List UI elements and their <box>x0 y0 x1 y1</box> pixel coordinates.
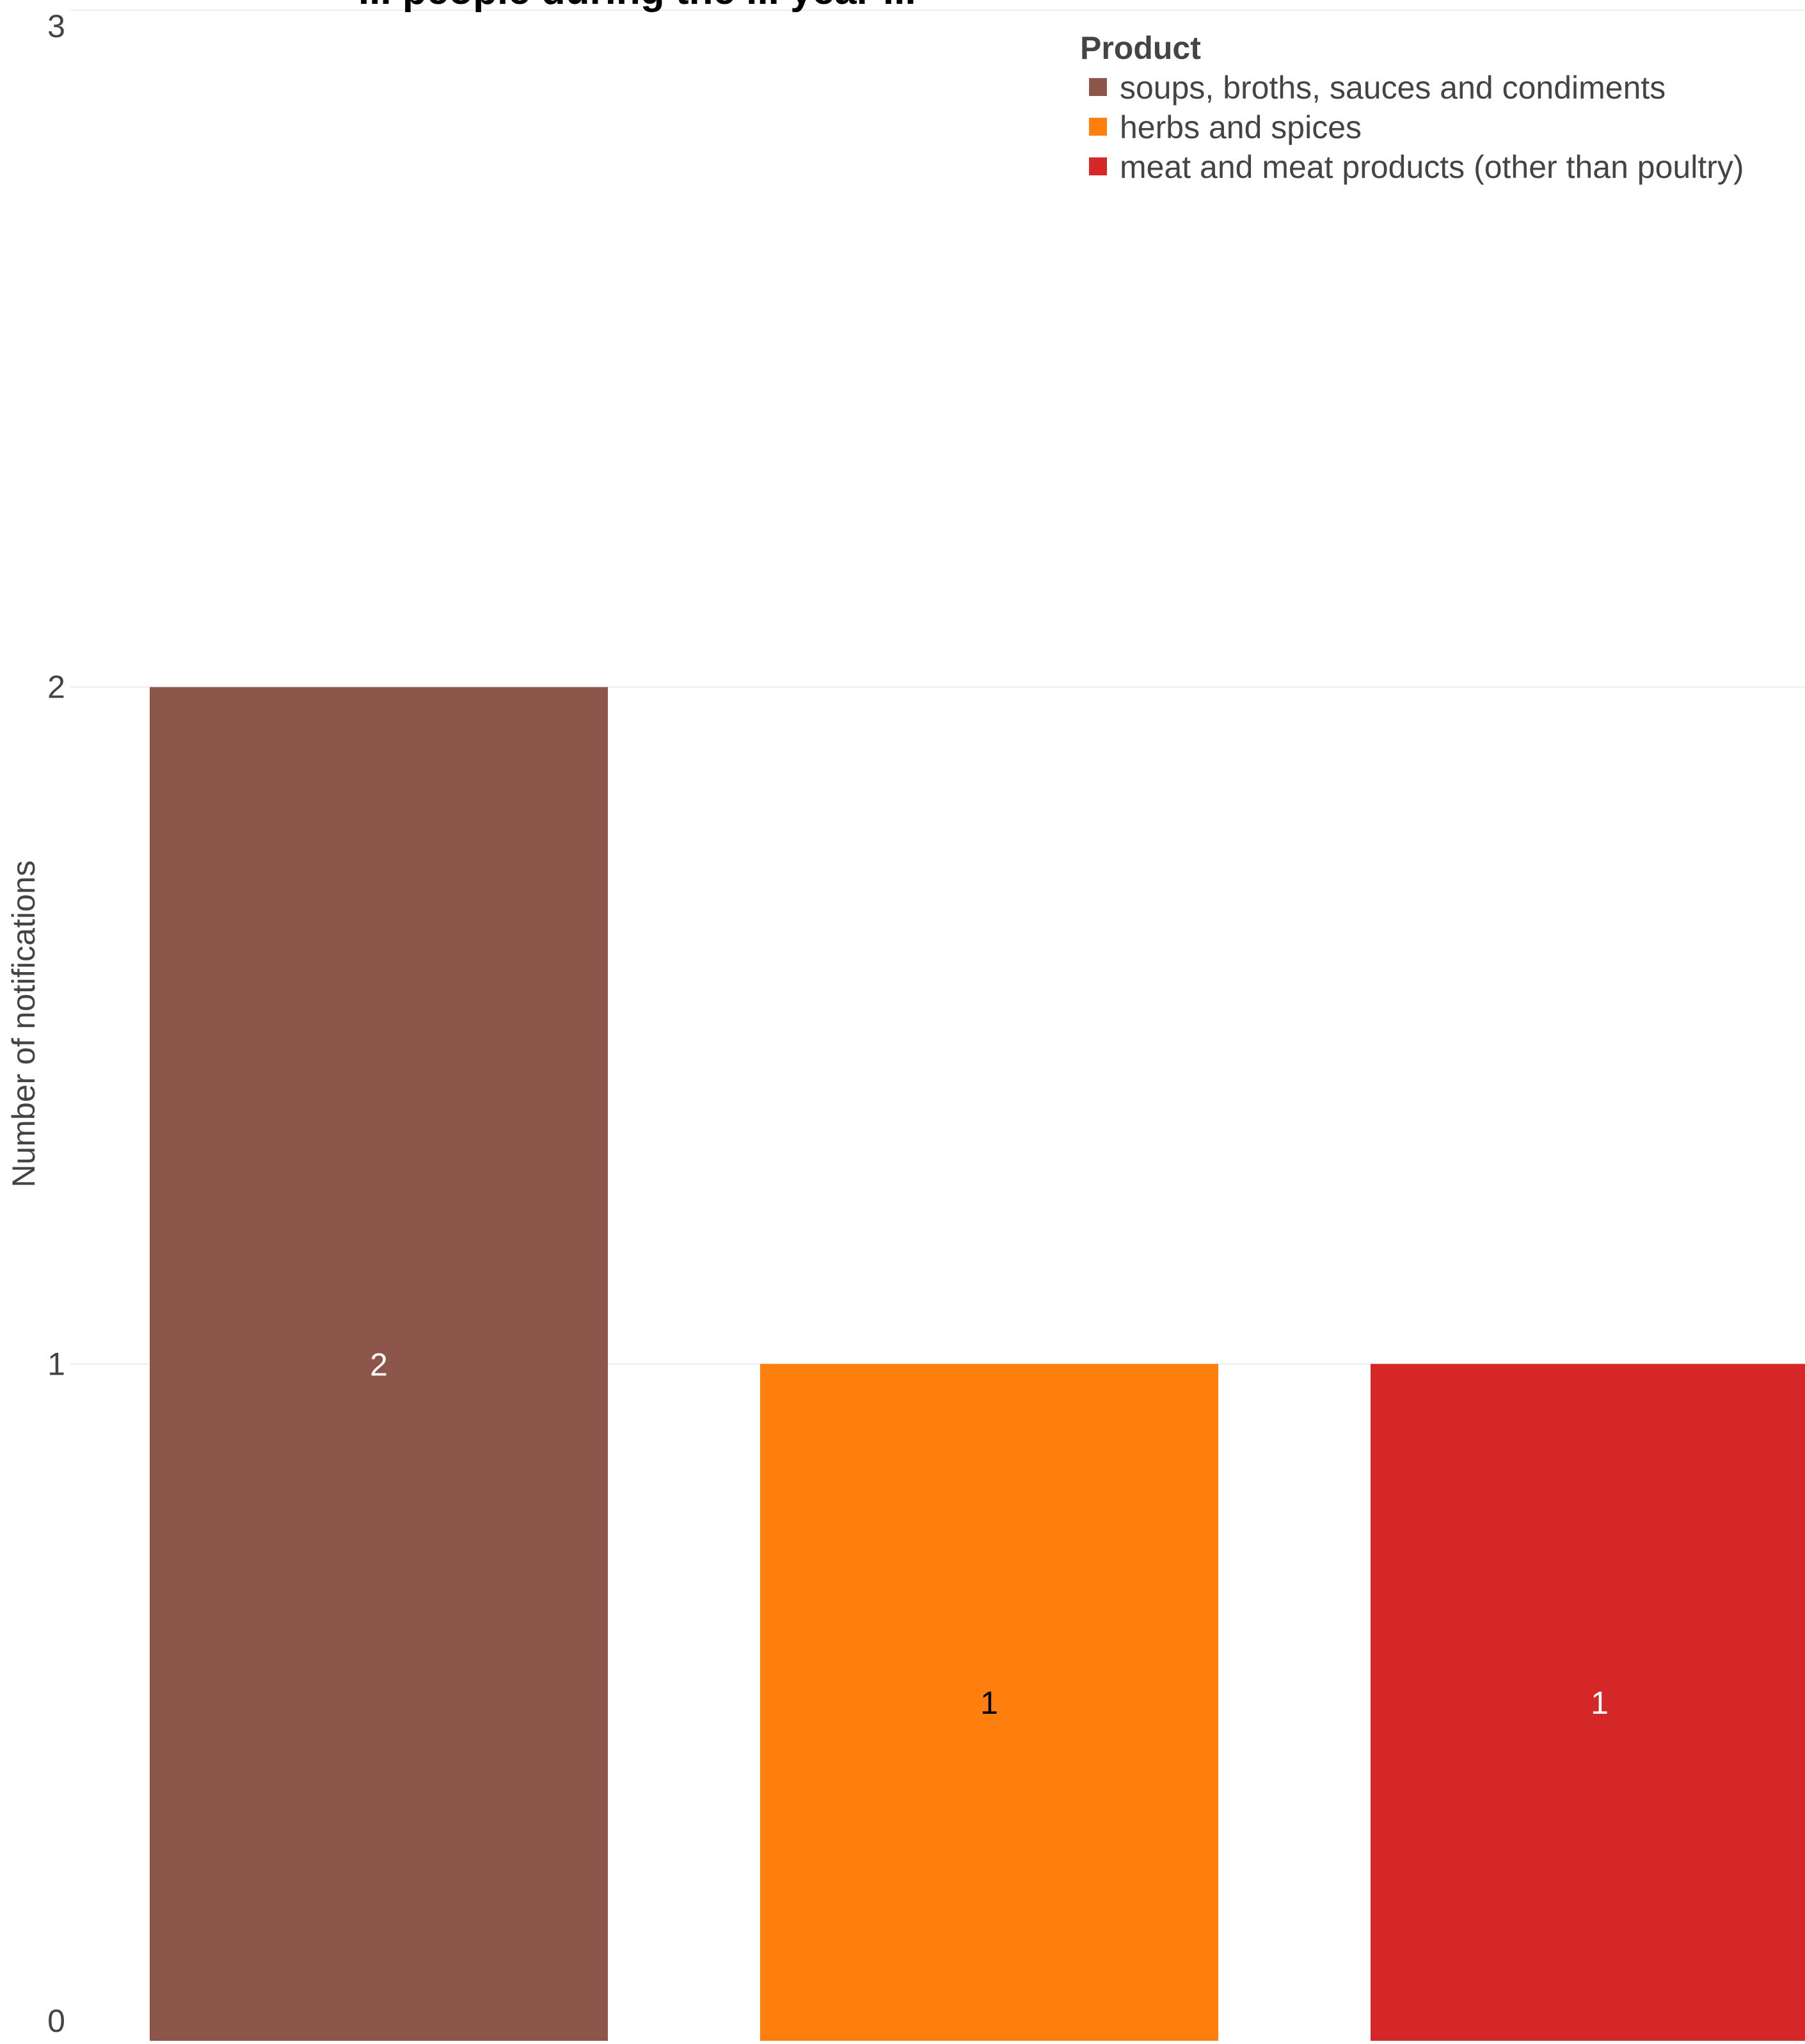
bars <box>150 687 1805 2041</box>
bar-value-label: 1 <box>1591 1685 1609 1721</box>
bar <box>150 687 608 2041</box>
legend-items: soups, broths, sauces and condimentsherb… <box>1089 70 1744 185</box>
y-tick-label: 3 <box>47 8 65 44</box>
bar <box>1371 1364 1805 2041</box>
legend: Product soups, broths, sauces and condim… <box>1080 30 1744 185</box>
legend-item-label: meat and meat products (other than poult… <box>1120 149 1744 185</box>
legend-title: Product <box>1080 30 1201 66</box>
y-tick-label: 2 <box>47 669 65 705</box>
legend-swatch <box>1089 78 1107 96</box>
bar-value-label: 1 <box>980 1685 998 1721</box>
legend-swatch <box>1089 157 1107 175</box>
bar-labels: 2 1 1 <box>370 1346 1609 1721</box>
legend-swatch <box>1089 118 1107 136</box>
y-axis-label: Number of notifications <box>6 860 42 1187</box>
bar-value-label: 2 <box>370 1346 388 1382</box>
chart-title: ... people during the ... year ... <box>358 0 916 13</box>
legend-item-label: herbs and spices <box>1120 109 1362 145</box>
y-tick-label: 0 <box>47 2003 65 2039</box>
y-axis-ticks: 0 1 2 3 <box>47 8 65 2039</box>
bar <box>760 1364 1218 2041</box>
y-tick-label: 1 <box>47 1346 65 1382</box>
legend-item-label: soups, broths, sauces and condiments <box>1120 70 1666 106</box>
